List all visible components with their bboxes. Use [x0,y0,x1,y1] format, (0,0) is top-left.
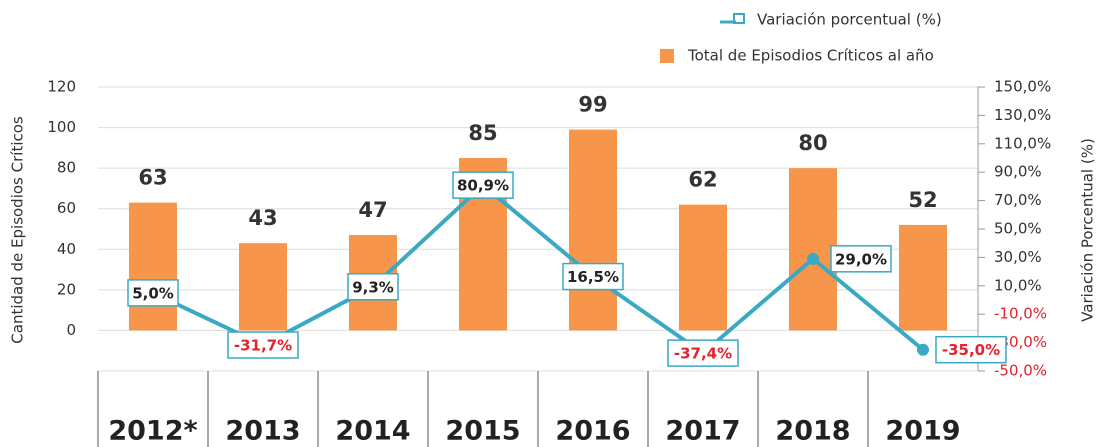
bar-value-label: 43 [248,206,277,230]
line-value-label: 5,0% [132,284,174,302]
y2-tick-label: 10,0% [994,276,1042,294]
x-tick-label: 2012* [108,416,197,447]
legend-line-icon [733,13,745,24]
y2-tick-label: -50,0% [994,362,1047,380]
y2-tick-label: 90,0% [994,163,1042,181]
x-tick-label: 2013 [225,416,300,447]
bar-value-label: 47 [358,198,387,222]
y2-tick-label: 130,0% [994,106,1051,124]
x-tick-label: 2014 [335,416,410,447]
x-tick-label: 2016 [555,416,630,447]
bar-value-label: 99 [578,93,607,117]
line-value-label: 80,9% [457,177,509,195]
bar-value-label: 80 [798,131,827,155]
bar-value-label: 62 [688,168,717,192]
value-label-box [935,335,1007,364]
value-label-box [830,245,892,273]
x-tick-label: 2015 [445,416,520,447]
line-value-label: -31,7% [234,337,292,355]
bar-value-label: 52 [908,188,937,212]
y-tick-label: 120 [47,78,76,96]
y2-tick-label: 30,0% [994,248,1042,266]
line-value-label: -37,4% [674,345,732,363]
y2-tick-label: -10,0% [994,305,1047,323]
y-tick-label: 40 [57,240,76,258]
value-label-box [227,331,299,359]
y-tick-label: 60 [57,199,76,217]
bar [569,129,617,331]
bar [239,243,287,331]
bar-value-label: 63 [138,166,167,190]
line-value-label: 16,5% [567,268,619,286]
y2-axis-title: Variación Porcentual (%) [1079,138,1097,322]
bar [129,202,177,331]
bar-value-label: 85 [468,121,497,145]
legend-label: Total de Episodios Críticos al año [687,47,934,65]
y2-tick-label: -30,0% [994,333,1047,351]
line-value-label: -35,0% [942,341,1000,359]
bar [789,168,837,331]
bar [899,224,947,331]
y2-tick-label: 50,0% [994,220,1042,238]
x-tick-label: 2018 [775,416,850,447]
legend-label: Variación porcentual (%) [757,11,942,29]
value-label-box [347,273,399,301]
value-label-box [127,279,179,307]
line-point [807,252,819,265]
x-tick-label: 2017 [665,416,740,447]
y2-tick-label: 70,0% [994,191,1042,209]
line-value-label: 9,3% [352,278,394,296]
line-value-label: 29,0% [835,250,887,268]
y2-tick-label: 150,0% [994,78,1051,96]
y-axis-title: Cantidad de Episodios Críticos [9,116,27,344]
y-tick-label: 0 [66,321,76,339]
y2-tick-label: 110,0% [994,134,1051,152]
x-tick-label: 2019 [885,416,960,447]
y-tick-label: 20 [57,280,76,298]
bar [679,204,727,331]
value-label-box [562,262,624,291]
y-tick-label: 80 [57,159,76,177]
value-label-box [452,171,514,199]
value-label-box [667,339,739,367]
y-tick-label: 100 [47,118,76,136]
line-point [917,343,929,356]
legend-swatch [660,49,674,63]
